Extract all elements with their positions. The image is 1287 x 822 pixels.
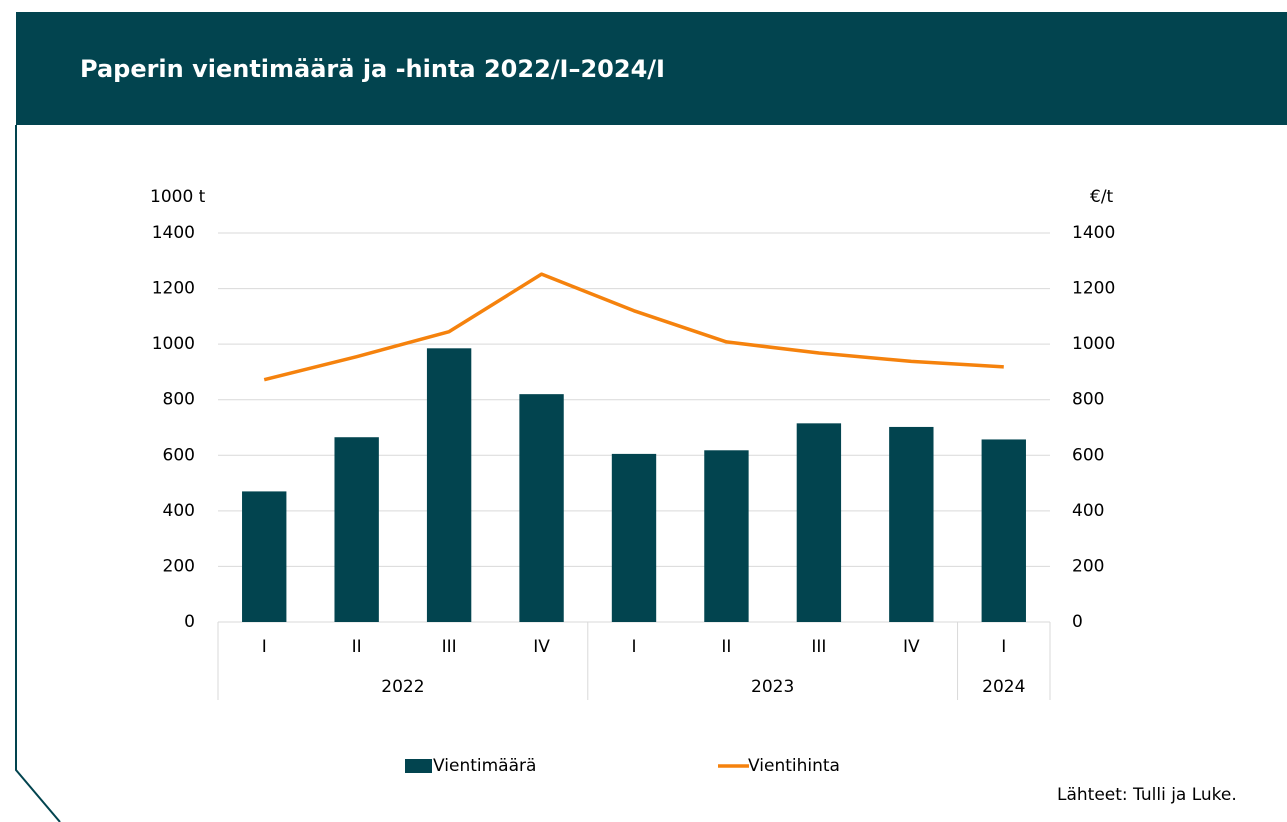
y-tick-label: 800 [163,390,195,410]
y2-tick-label: 200 [1072,556,1104,576]
legend-swatch [405,759,432,773]
x-tick-label: IV [533,637,550,657]
bar [796,423,842,622]
bar [889,426,934,622]
line-series [263,272,1004,382]
y-tick-label: 400 [163,501,195,521]
bar [242,491,287,622]
y2-tick-label: 1000 [1072,334,1115,354]
group-label: 2023 [751,677,794,697]
y2-tick-label: 400 [1072,501,1104,521]
y-axis-label: 1000 t [150,187,206,207]
bar [704,450,749,622]
y2-tick-label: 600 [1072,445,1104,465]
x-tick-label: II [721,637,731,657]
x-tick-label: II [352,637,362,657]
y-tick-label: 0 [184,612,195,632]
legend-label: Vientimäärä [433,756,536,776]
frame-line [15,125,61,822]
y-tick-label: 1200 [152,279,195,299]
group-label: 2022 [381,677,424,697]
bar [981,439,1026,622]
x-tick-label: III [442,637,457,657]
y2-tick-label: 800 [1072,390,1104,410]
x-tick-label: IV [903,637,920,657]
y-tick-label: 600 [163,445,195,465]
y2-tick-label: 0 [1072,612,1083,632]
bar [611,453,657,622]
legend-label: Vientihinta [748,756,840,776]
x-tick-label: III [811,637,826,657]
y2-tick-label: 1400 [1072,223,1115,243]
y-tick-label: 1000 [152,334,195,354]
chart-title: Paperin vientimäärä ja -hinta 2022/I–202… [80,55,665,83]
x-tick-label: I [631,637,636,657]
group-label: 2024 [982,677,1025,697]
y2-axis-label: €/t [1090,187,1114,207]
x-tick-label: I [262,637,267,657]
x-tick-label: I [1001,637,1006,657]
bar [334,437,379,622]
y-tick-label: 200 [163,556,195,576]
bar [426,348,472,622]
bar [519,394,564,622]
source-note: Lähteet: Tulli ja Luke. [1057,785,1237,805]
y-tick-label: 1400 [152,223,195,243]
header-band [16,12,1287,125]
y2-tick-label: 1200 [1072,279,1115,299]
